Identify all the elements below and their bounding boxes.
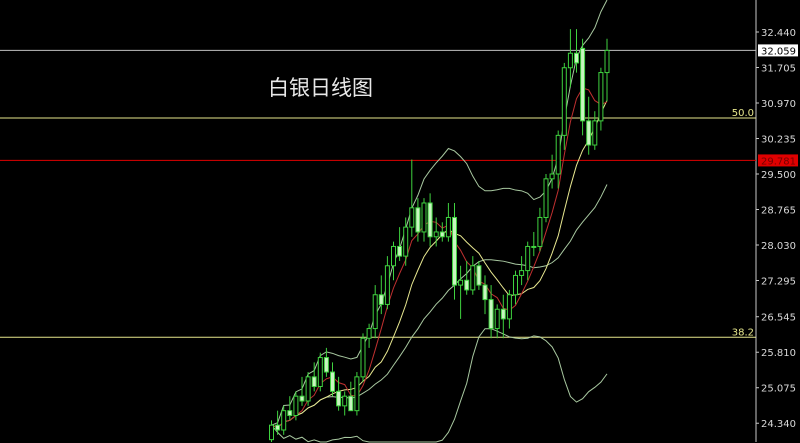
level-price-box xyxy=(758,154,798,167)
y-tick-label: 29.500 xyxy=(761,170,796,181)
candle-body xyxy=(305,376,311,402)
candle-body xyxy=(293,395,299,417)
candle-body xyxy=(537,216,543,247)
y-tick-label: 27.295 xyxy=(761,277,796,288)
candle-body xyxy=(458,279,464,286)
candle-body xyxy=(506,294,512,320)
candle-body xyxy=(494,308,500,330)
candle-body xyxy=(513,274,518,296)
candle-body xyxy=(525,245,531,272)
candle-body xyxy=(445,216,451,238)
candle-body xyxy=(519,270,525,276)
level-label: 38.2 xyxy=(732,327,754,338)
candle-body xyxy=(549,173,555,180)
candle-body xyxy=(482,284,488,301)
current-price-box xyxy=(758,44,798,57)
candle-body xyxy=(269,424,274,441)
candle-body xyxy=(464,279,470,291)
candle-body xyxy=(476,265,482,286)
candle-body xyxy=(531,245,537,248)
candle-body xyxy=(488,299,494,330)
candle-body xyxy=(330,371,335,392)
chart-title: 白银日线图 xyxy=(268,76,373,100)
y-tick-label: 32.440 xyxy=(761,28,796,39)
candle-body xyxy=(323,357,329,373)
candle-body xyxy=(567,52,573,69)
candle-body xyxy=(555,134,561,175)
candle-body xyxy=(439,231,445,238)
level-label: 50.0 xyxy=(732,108,754,119)
candle-body xyxy=(348,395,354,412)
candle-body xyxy=(311,376,317,388)
candle-body xyxy=(421,202,427,233)
candle-body xyxy=(299,395,305,402)
y-tick-label: 28.765 xyxy=(761,206,796,217)
candle-body xyxy=(586,120,592,146)
candle-body xyxy=(403,226,409,257)
y-tick-label: 30.235 xyxy=(761,135,796,146)
ma-fast-line xyxy=(271,87,608,429)
candle-body xyxy=(342,395,348,407)
candle-body xyxy=(427,202,433,238)
candle-body xyxy=(378,294,384,305)
level-price-label: 29.781 xyxy=(761,156,796,167)
candle-body xyxy=(287,410,293,417)
candle-body xyxy=(452,216,457,286)
y-tick-label: 30.970 xyxy=(761,99,796,110)
candle-body xyxy=(281,410,287,431)
candle-body xyxy=(415,207,421,233)
candle-body xyxy=(433,231,439,238)
y-tick-label: 31.705 xyxy=(761,64,796,75)
candle-body xyxy=(409,207,415,228)
candle-body xyxy=(574,52,579,64)
candle-body xyxy=(336,390,342,407)
candle-body xyxy=(372,294,378,330)
y-tick-label: 25.810 xyxy=(761,348,796,359)
candle-body xyxy=(543,178,549,218)
candle-body xyxy=(592,120,598,146)
candle-body xyxy=(275,424,281,431)
candle-body xyxy=(391,245,396,267)
bollinger-lower xyxy=(271,328,608,443)
candle-body xyxy=(317,357,323,388)
candle-body xyxy=(598,72,604,122)
candle-body xyxy=(500,308,506,320)
candle-body xyxy=(580,47,586,122)
y-tick-label: 24.340 xyxy=(761,419,796,430)
candle-body xyxy=(397,245,403,257)
candle-body xyxy=(470,265,476,291)
candle-body xyxy=(604,49,610,74)
candle-body xyxy=(384,265,390,305)
candle-body xyxy=(366,328,372,339)
bollinger-middle xyxy=(271,184,608,429)
y-tick-label: 28.030 xyxy=(761,241,796,252)
candle-body xyxy=(561,67,567,136)
candle-body xyxy=(354,376,360,412)
current-price-label: 32.059 xyxy=(761,46,796,57)
bollinger-upper xyxy=(271,0,608,426)
y-tick-label: 26.545 xyxy=(761,313,796,324)
ma-slow-line xyxy=(271,100,608,429)
y-tick-label: 25.075 xyxy=(761,384,796,395)
candle-body xyxy=(360,337,366,378)
